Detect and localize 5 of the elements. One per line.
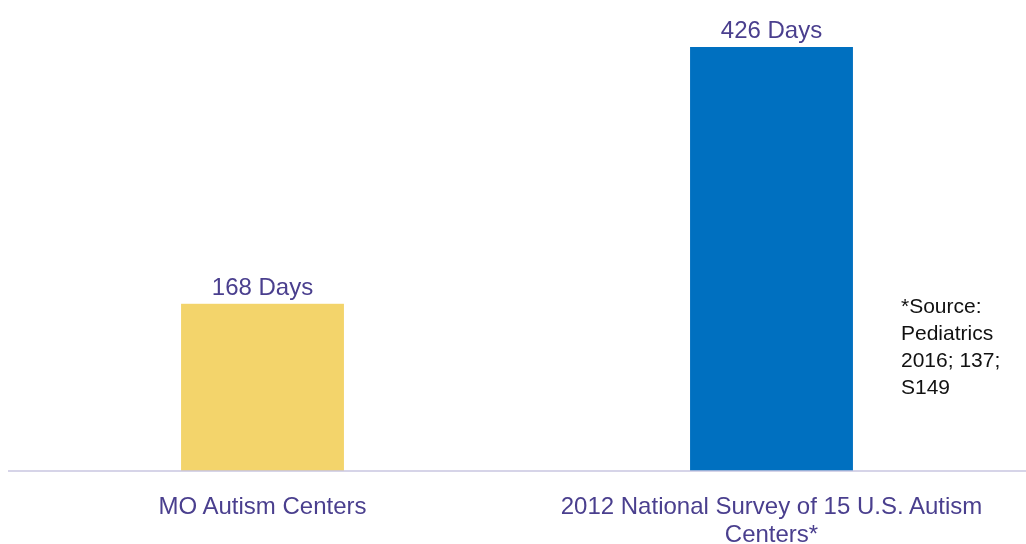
data-label: 168 Days — [211, 272, 314, 300]
annotation: *Source: Pediatrics 2016; 137; S149 — [901, 294, 1001, 398]
x-tick-label: 2012 National Survey of 15 U.S. Autism Centers* — [560, 492, 983, 544]
x-tick-label: MO Autism Centers — [158, 492, 367, 519]
data-label: 426 Days — [720, 16, 823, 43]
